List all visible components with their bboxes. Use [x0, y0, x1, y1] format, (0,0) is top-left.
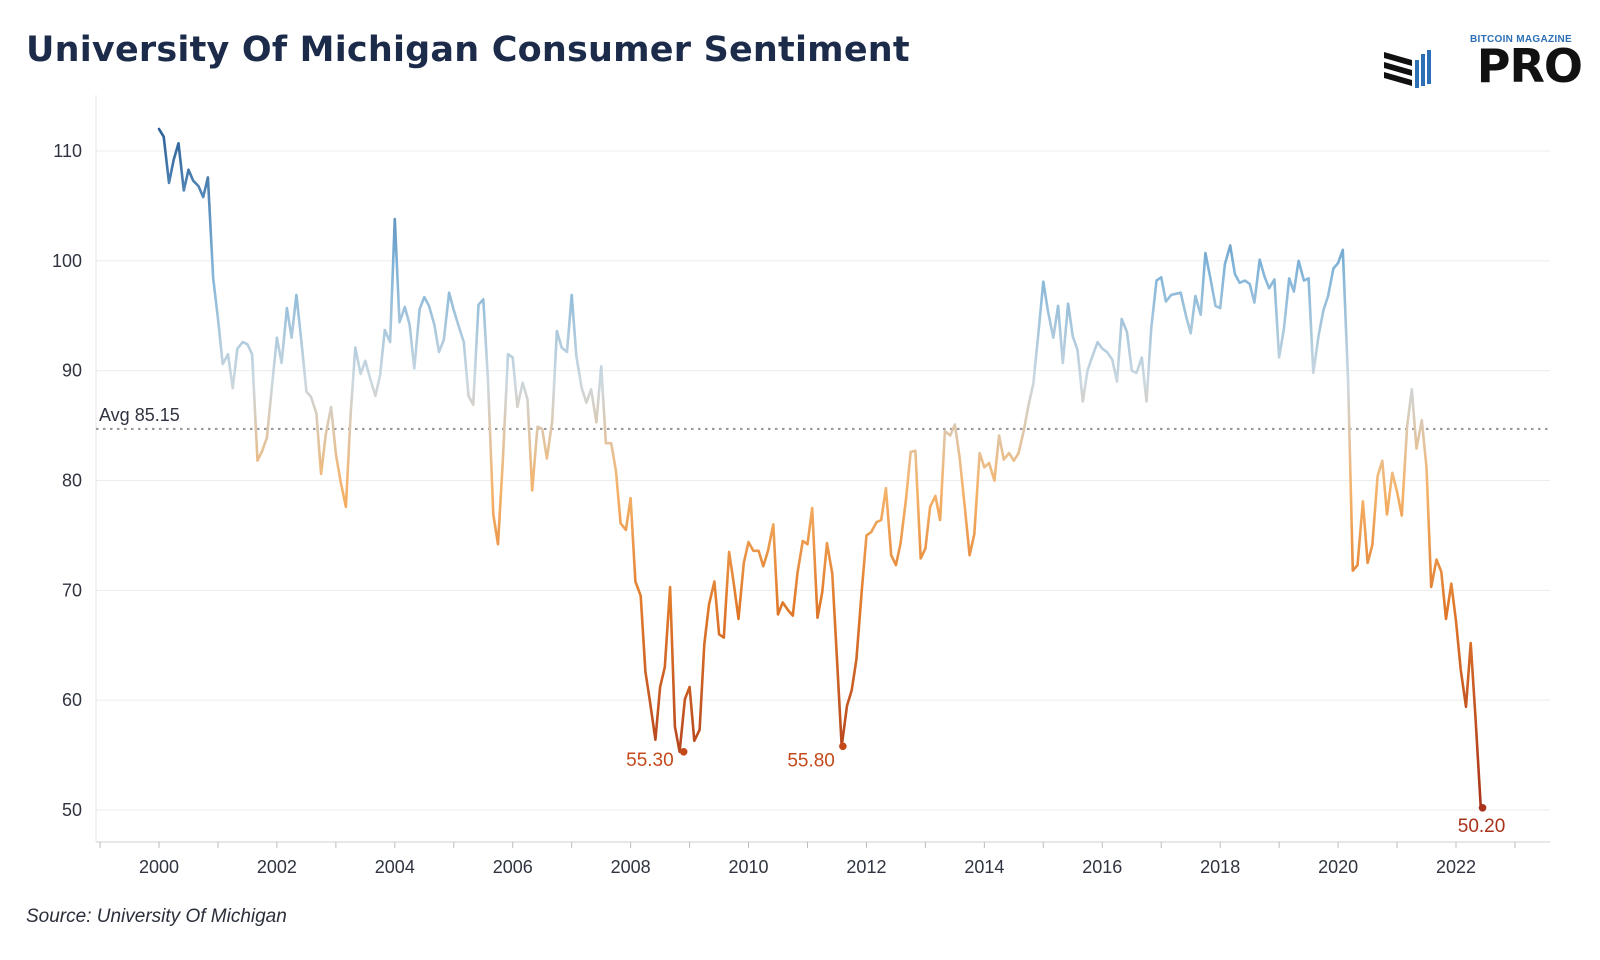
x-tick-label: 2020: [1318, 857, 1358, 877]
page-title: University Of Michigan Consumer Sentimen…: [26, 30, 910, 70]
x-tick-label: 2000: [139, 857, 179, 877]
low-point-label: 55.80: [787, 750, 835, 771]
x-tick-label: 2002: [257, 857, 297, 877]
gridlines: [96, 150, 1550, 811]
stacked-bars-logo-icon: [1384, 50, 1431, 88]
logo-wordmark: PRO: [1476, 39, 1583, 93]
x-tick-label: 2014: [964, 857, 1004, 877]
brand-logo: BITCOIN MAGAZINE PRO: [1382, 34, 1583, 96]
axes: 50 60 70 80 90 100 110 2000 2002 2004 2006 2008 2010…: [52, 95, 1550, 877]
low-point-marker: [1478, 804, 1487, 812]
x-tick-label: 2008: [611, 857, 651, 877]
x-tick-label: 2010: [729, 857, 769, 877]
x-tick-label: 2006: [493, 857, 533, 877]
average-label: Avg 85.15: [99, 405, 180, 425]
y-tick-label: 90: [62, 361, 82, 381]
x-tick-label: 2022: [1436, 857, 1476, 877]
y-tick-label: 110: [53, 141, 82, 161]
x-tick-label: 2018: [1200, 857, 1240, 877]
low-point-marker: [679, 747, 688, 756]
x-tick-label: 2016: [1082, 857, 1122, 877]
y-tick-label: 60: [62, 690, 82, 710]
series-layer: [157, 127, 1483, 810]
sentiment-series-line: [157, 127, 1483, 810]
average-reference: Avg 85.15: [96, 405, 1550, 431]
low-point-marker: [839, 742, 847, 751]
logo-subtitle: BITCOIN MAGAZINE: [1469, 34, 1572, 45]
y-tick-label: 80: [62, 471, 82, 491]
y-tick-label: 100: [52, 251, 82, 271]
annotations: 55.30 55.80 50.20: [626, 742, 1506, 837]
sentiment-line-chart: 50 60 70 80 90 100 110 2000 2002 2004 2006 2008 2010…: [52, 95, 1550, 877]
y-tick-label: 50: [62, 800, 82, 820]
low-point-label: 55.30: [626, 750, 674, 771]
x-tick-label: 2004: [375, 857, 415, 877]
x-tick-label: 2012: [846, 857, 886, 877]
low-point-label: 50.20: [1458, 816, 1506, 837]
y-tick-label: 70: [62, 580, 82, 600]
source-note: Source: University Of Michigan: [26, 906, 287, 927]
